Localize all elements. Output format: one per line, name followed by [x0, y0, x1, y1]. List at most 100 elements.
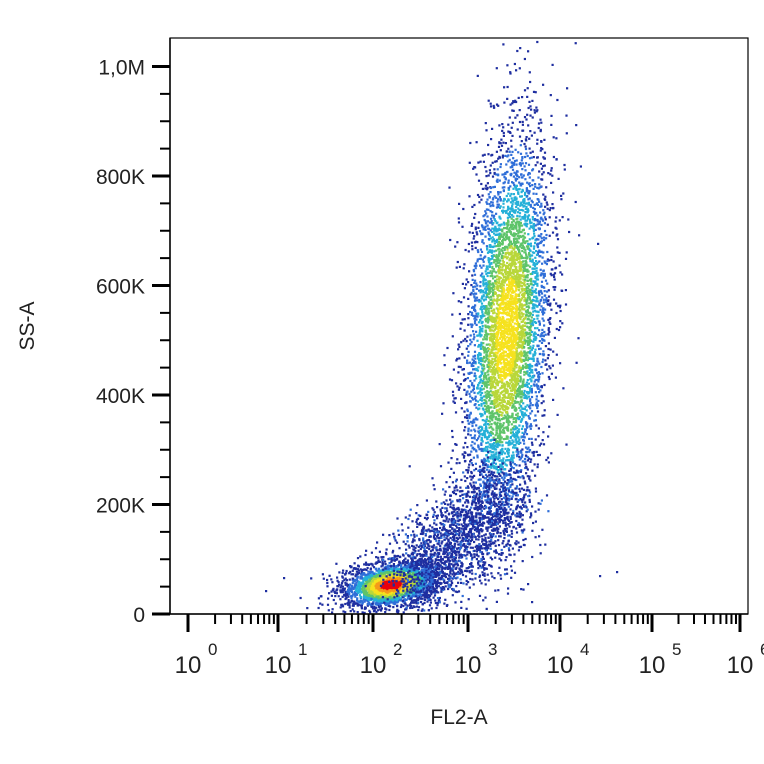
data-point [551, 174, 554, 177]
data-point [394, 575, 397, 578]
data-point [507, 540, 510, 543]
data-point [506, 435, 509, 438]
data-point [555, 311, 558, 315]
data-point [512, 352, 515, 355]
data-point [479, 352, 482, 355]
data-point [466, 359, 469, 362]
data-point [508, 285, 511, 288]
data-point [350, 565, 353, 568]
data-point [496, 238, 499, 241]
data-point [529, 402, 532, 405]
data-point [344, 602, 347, 606]
data-point [552, 350, 555, 353]
data-point [502, 430, 505, 433]
data-point [510, 323, 513, 326]
data-point [477, 226, 480, 229]
data-point [460, 600, 463, 603]
data-point [487, 419, 490, 422]
data-point [519, 375, 522, 378]
data-point [512, 394, 515, 397]
data-point [484, 408, 488, 411]
data-point [519, 344, 523, 347]
data-point [394, 569, 397, 572]
data-point [474, 285, 477, 288]
data-point [483, 346, 486, 349]
data-point [497, 233, 500, 236]
data-point [523, 251, 526, 254]
data-point [393, 566, 396, 569]
data-point [344, 592, 347, 595]
data-point [400, 565, 403, 568]
data-point [453, 401, 456, 404]
data-point [416, 570, 419, 573]
data-point [511, 415, 514, 418]
data-point [482, 449, 485, 453]
data-point [521, 514, 524, 517]
data-point [487, 435, 490, 439]
data-point [528, 457, 531, 460]
data-point [519, 182, 522, 185]
data-point [512, 456, 515, 459]
data-point [403, 559, 406, 562]
data-point [440, 576, 444, 579]
data-point [341, 580, 344, 583]
data-point [500, 138, 503, 141]
data-point [482, 264, 485, 267]
data-point [478, 594, 482, 597]
data-point [500, 453, 504, 456]
data-point [502, 261, 505, 264]
data-point [384, 565, 387, 568]
data-point [350, 597, 353, 600]
data-point [549, 272, 552, 275]
data-point [546, 303, 550, 306]
data-point [484, 373, 487, 376]
data-point [485, 445, 488, 449]
data-point [404, 566, 408, 569]
data-point [495, 339, 498, 342]
data-point [500, 406, 503, 409]
data-point [489, 105, 493, 108]
data-point [531, 218, 534, 221]
data-point [451, 313, 454, 316]
data-point [516, 128, 519, 131]
data-point [370, 576, 373, 579]
data-point [518, 338, 521, 341]
data-point [537, 333, 540, 337]
data-point [492, 451, 495, 454]
data-point [368, 585, 371, 588]
data-point [474, 314, 477, 318]
data-point [486, 224, 489, 227]
data-point [514, 148, 517, 151]
data-point [440, 590, 443, 593]
data-point [368, 576, 371, 579]
data-point [497, 357, 500, 360]
data-point [541, 372, 544, 375]
data-point [484, 270, 487, 273]
data-point [496, 471, 499, 474]
data-point [534, 288, 537, 291]
data-point [482, 395, 485, 398]
data-point [480, 302, 484, 305]
data-point [396, 554, 399, 558]
data-point [533, 111, 536, 114]
data-point [483, 383, 486, 386]
data-point [425, 593, 428, 596]
data-point [556, 98, 559, 102]
data-point [518, 340, 521, 343]
data-point [472, 285, 475, 289]
data-point [377, 575, 380, 578]
data-point [344, 577, 347, 580]
data-point [494, 320, 497, 323]
data-point [493, 465, 496, 468]
data-point [495, 383, 498, 386]
data-point [495, 281, 498, 284]
data-point [429, 601, 432, 604]
data-point [537, 387, 540, 390]
data-point [494, 462, 497, 465]
data-point [479, 248, 482, 251]
data-point [536, 300, 539, 303]
data-point [515, 201, 518, 204]
data-point [486, 268, 489, 271]
data-point [351, 569, 354, 572]
data-point [418, 588, 421, 591]
